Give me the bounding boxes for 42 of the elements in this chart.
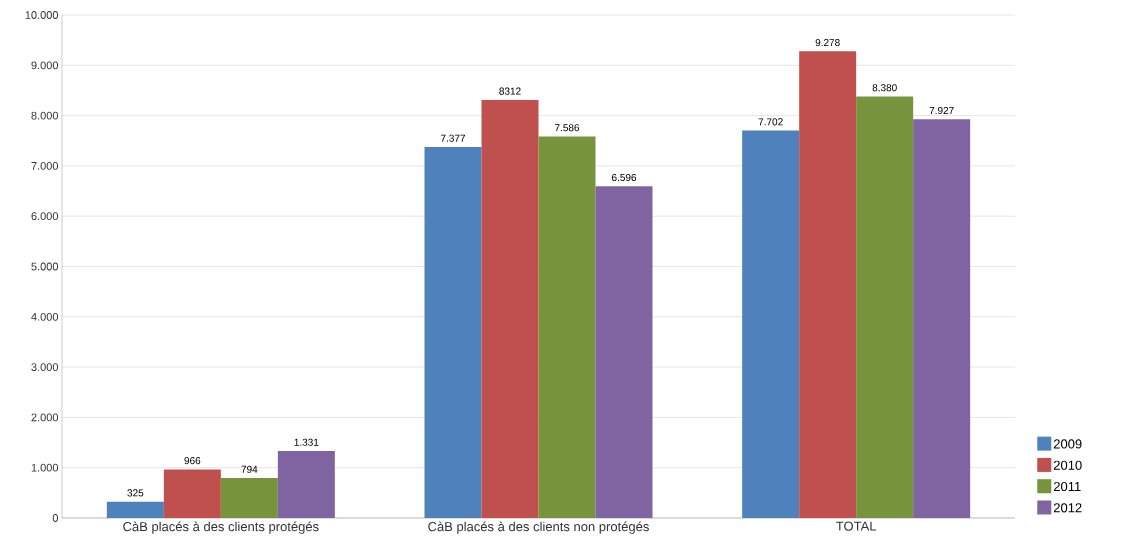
data-label: 6.596 xyxy=(611,173,637,182)
y-tick-label: 5.000 xyxy=(31,262,59,271)
y-tick-label: 8.000 xyxy=(31,111,59,120)
data-label: 9.278 xyxy=(815,39,840,47)
data-label: 1.331 xyxy=(294,438,319,446)
x-tick-label: CàB placés à des clients non protégés xyxy=(428,521,649,534)
y-tick-label: 6.000 xyxy=(31,212,59,221)
y-tick-label: 2.000 xyxy=(31,413,59,422)
y-tick-label: 4.000 xyxy=(31,312,59,321)
data-label: 8.380 xyxy=(872,84,897,92)
bar xyxy=(856,96,914,518)
legend-label: 2010 xyxy=(1053,460,1082,470)
y-tick-label: 9.000 xyxy=(31,61,59,70)
data-label: 7.702 xyxy=(758,118,783,126)
y-tick-label: 7.000 xyxy=(31,162,59,170)
bar xyxy=(799,51,857,518)
y-tick-label: 3.000 xyxy=(31,363,59,371)
bar xyxy=(424,146,482,518)
bar xyxy=(481,99,539,518)
bar xyxy=(106,501,164,518)
y-tick-label: 0 xyxy=(52,514,59,522)
bar xyxy=(163,469,221,518)
x-tick-label: TOTAL xyxy=(836,521,877,531)
data-label: 794 xyxy=(241,465,258,473)
y-tick-label: 1.000 xyxy=(31,463,59,472)
bar xyxy=(538,136,596,518)
legend-label: 2009 xyxy=(1053,439,1082,449)
data-label: 325 xyxy=(127,489,144,497)
bar xyxy=(742,130,800,518)
bar xyxy=(913,119,971,518)
bar xyxy=(220,478,278,518)
bar xyxy=(595,186,653,518)
data-label: 7.377 xyxy=(441,134,466,142)
x-tick-label: CàB placés à des clients protégés xyxy=(123,521,319,534)
data-label: 7.586 xyxy=(555,124,580,132)
data-label: 8312 xyxy=(499,87,521,95)
legend-label: 2012 xyxy=(1053,503,1082,513)
data-label: 966 xyxy=(184,457,201,465)
y-tick-label: 10.000 xyxy=(25,11,59,19)
legend-label: 2011 xyxy=(1053,481,1081,492)
bar xyxy=(277,451,335,518)
data-label: 7.927 xyxy=(929,106,954,115)
